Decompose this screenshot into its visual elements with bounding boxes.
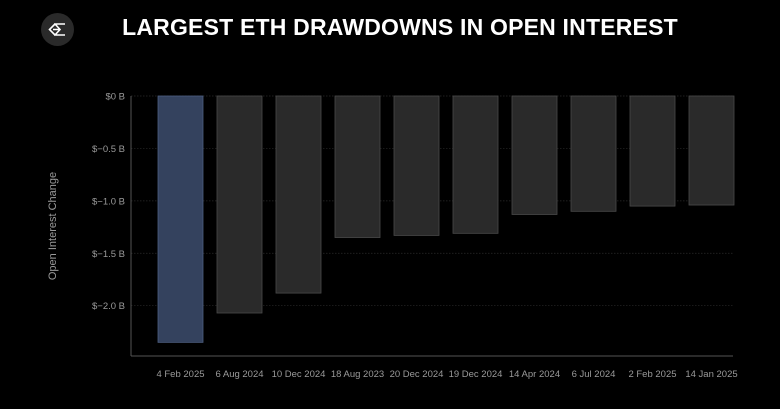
- x-tick-label: 14 Jan 2025: [685, 369, 737, 380]
- y-axis-label: Open Interest Change: [47, 172, 59, 280]
- logo: [41, 13, 74, 46]
- x-tick-label: 4 Feb 2025: [156, 369, 204, 380]
- y-tick-label: $−0.5 B: [92, 144, 125, 155]
- bar: [216, 95, 263, 314]
- bar: [629, 95, 676, 207]
- sigma-diamond-logo-icon: [48, 23, 65, 36]
- x-tick-label: 10 Dec 2024: [272, 369, 326, 380]
- chart-title: LARGEST ETH DRAWDOWNS IN OPEN INTEREST: [122, 14, 678, 40]
- y-tick-label: $0 B: [105, 92, 125, 103]
- y-tick-label: $−1.0 B: [92, 196, 125, 207]
- x-tick-label: 20 Dec 2024: [390, 369, 444, 380]
- x-tick-label: 18 Aug 2023: [331, 369, 384, 380]
- x-tick-label: 14 Apr 2024: [509, 369, 560, 380]
- bar: [452, 95, 499, 234]
- x-tick-label: 6 Jul 2024: [572, 369, 616, 380]
- bar: [275, 95, 322, 294]
- y-tick-label: $−1.5 B: [92, 249, 125, 260]
- bar: [334, 95, 381, 238]
- bar: [393, 95, 440, 236]
- bar: [570, 95, 617, 212]
- y-tick-label: $−2.0 B: [92, 301, 125, 312]
- x-tick-label: 6 Aug 2024: [215, 369, 263, 380]
- x-tick-label: 2 Feb 2025: [628, 369, 676, 380]
- bar: [511, 95, 558, 215]
- bar: [157, 95, 204, 343]
- x-tick-label: 19 Dec 2024: [449, 369, 503, 380]
- bar: [688, 95, 735, 206]
